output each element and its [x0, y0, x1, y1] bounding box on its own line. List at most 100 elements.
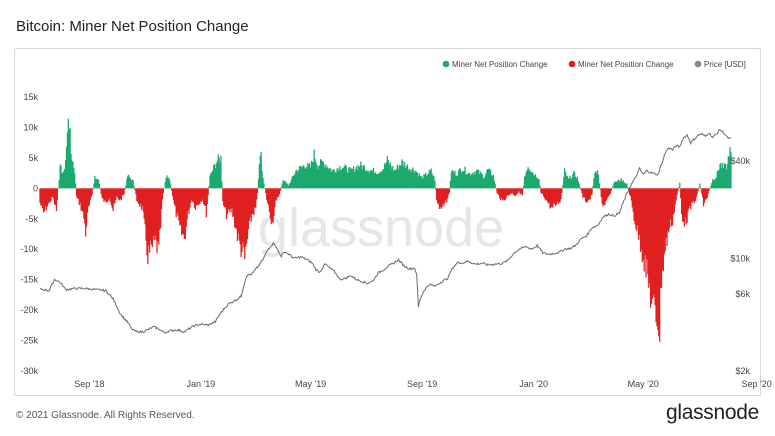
- net-position-bar: [77, 188, 80, 199]
- net-position-bar: [229, 188, 231, 210]
- net-position-bar: [725, 169, 728, 189]
- net-position-bar: [197, 188, 199, 206]
- net-position-bar: [298, 169, 300, 189]
- net-position-bar: [606, 188, 609, 198]
- net-position-bar: [520, 188, 522, 195]
- net-position-bar: [120, 188, 122, 201]
- net-position-bar: [313, 149, 315, 189]
- net-position-bar: [567, 178, 569, 189]
- net-position-bar: [684, 188, 686, 218]
- net-position-bar: [98, 183, 101, 189]
- net-position-bar: [319, 165, 321, 189]
- net-position-bar: [573, 171, 575, 189]
- net-position-bar: [209, 175, 211, 189]
- net-position-bar: [442, 188, 444, 204]
- legend-item[interactable]: Miner Net Position Change: [568, 60, 674, 69]
- net-position-bar: [70, 153, 72, 189]
- net-position-bar: [649, 188, 651, 284]
- net-position-bar: [454, 170, 456, 189]
- glassnode-logo[interactable]: glassnode: [665, 401, 759, 424]
- net-position-bar: [117, 188, 119, 198]
- net-position-bar: [388, 164, 390, 189]
- net-position-bar: [62, 172, 64, 189]
- net-position-bar: [363, 165, 366, 189]
- net-position-bar: [245, 188, 247, 247]
- net-position-bar: [391, 168, 393, 189]
- net-position-bar: [342, 167, 345, 189]
- net-position-bar: [222, 188, 224, 202]
- net-position-bar: [311, 161, 314, 189]
- net-position-bar: [280, 186, 282, 189]
- net-position-bar: [344, 164, 346, 189]
- chart-title: Bitcoin: Miner Net Position Change: [16, 18, 249, 35]
- net-position-bar: [554, 188, 557, 206]
- net-position-bar: [522, 186, 525, 189]
- net-position-bar: [74, 173, 76, 189]
- net-position-bar: [252, 188, 254, 214]
- net-position-bar: [447, 188, 450, 195]
- net-position-bar: [395, 168, 398, 189]
- net-position-bar: [423, 174, 425, 189]
- y-left-tick-label: 0: [33, 183, 38, 193]
- net-position-bar: [411, 169, 413, 189]
- net-position-bar: [295, 170, 297, 189]
- net-position-bar: [688, 188, 690, 209]
- net-position-bar: [440, 188, 442, 209]
- net-position-bar: [114, 188, 116, 203]
- net-position-bar: [514, 188, 516, 197]
- net-position-bar: [707, 188, 709, 195]
- net-position-bars: [39, 118, 732, 342]
- net-position-bar: [482, 178, 484, 189]
- net-position-bar: [598, 183, 601, 189]
- net-position-bar: [613, 183, 615, 189]
- net-position-bar: [405, 166, 408, 189]
- net-position-bar: [352, 166, 355, 189]
- net-position-bar: [75, 188, 78, 197]
- net-position-bar: [58, 180, 60, 189]
- net-position-bar: [565, 175, 568, 189]
- net-position-bar: [217, 154, 219, 189]
- net-position-bar: [162, 188, 165, 194]
- net-position-bar: [693, 188, 696, 204]
- legend-item[interactable]: Price [USD]: [694, 60, 746, 69]
- net-position-bar: [672, 188, 675, 215]
- net-position-bar: [502, 188, 505, 200]
- net-position-bar: [667, 188, 669, 231]
- net-position-bar: [513, 188, 515, 196]
- net-position-bar: [232, 188, 234, 217]
- net-position-bar: [564, 171, 567, 189]
- net-position-bar: [462, 170, 464, 189]
- net-position-bar: [597, 174, 600, 189]
- net-position-bar: [702, 188, 705, 207]
- net-position-bar: [546, 188, 548, 202]
- x-tick-label: Jan '20: [519, 379, 548, 389]
- net-position-bar: [109, 188, 112, 203]
- legend-label: Price [USD]: [704, 60, 746, 69]
- net-position-bar: [530, 171, 532, 189]
- net-position-bar: [410, 172, 412, 189]
- net-position-bar: [102, 188, 104, 199]
- net-position-bar: [277, 188, 279, 198]
- net-position-bar: [417, 176, 420, 189]
- net-position-bar: [259, 155, 261, 189]
- net-position-bar: [596, 173, 598, 189]
- net-position-bar: [588, 188, 590, 200]
- net-position-bar: [186, 188, 188, 220]
- net-position-bar: [330, 168, 332, 189]
- net-position-bar: [149, 188, 151, 253]
- net-position-bar: [126, 178, 128, 189]
- net-position-bar: [265, 188, 267, 194]
- net-position-bar: [428, 169, 430, 189]
- net-position-bar: [685, 188, 687, 225]
- net-position-bar: [380, 171, 382, 189]
- net-position-bar: [499, 188, 501, 199]
- net-position-bar: [269, 188, 271, 219]
- legend-item[interactable]: Miner Net Position Change: [442, 60, 548, 69]
- net-position-bar: [199, 188, 201, 205]
- net-position-bar: [465, 173, 467, 189]
- net-position-bar: [159, 188, 161, 230]
- net-position-bar: [600, 188, 602, 197]
- net-position-bar: [620, 178, 622, 189]
- net-position-bar: [310, 160, 313, 189]
- net-position-bar: [325, 167, 327, 189]
